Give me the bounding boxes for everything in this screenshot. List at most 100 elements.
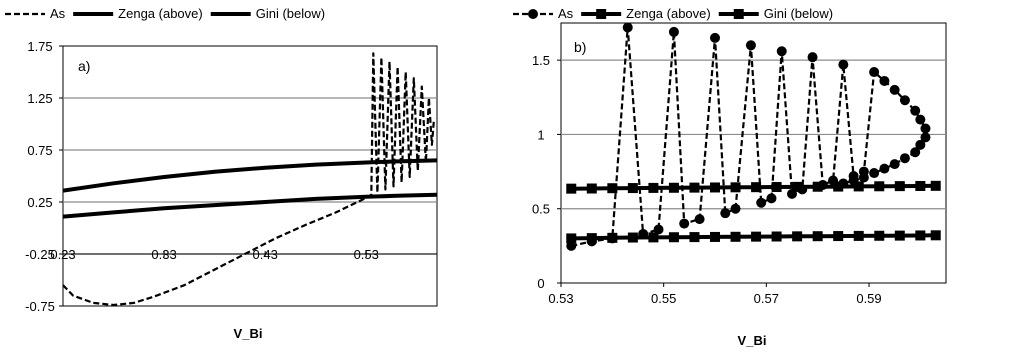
- data-point-gini-below: [874, 231, 884, 241]
- y-tick-label: 0.75: [27, 143, 52, 158]
- x-axis-title: V_Bi: [234, 326, 263, 341]
- data-point-zenga-above: [874, 181, 884, 191]
- series-group: [566, 22, 940, 250]
- x-tick-label: 0.23: [50, 247, 75, 262]
- data-point-as: [890, 159, 900, 169]
- y-tick-label: 0: [537, 276, 544, 291]
- data-point-as: [756, 198, 766, 208]
- data-point-gini-below: [813, 231, 823, 241]
- data-point-as: [890, 85, 900, 95]
- data-point-zenga-above: [772, 182, 782, 192]
- data-point-as: [838, 60, 848, 70]
- data-point-gini-below: [751, 232, 761, 242]
- data-point-zenga-above: [689, 183, 699, 193]
- data-point-zenga-above: [628, 183, 638, 193]
- data-point-as: [920, 123, 930, 133]
- data-point-as: [910, 106, 920, 116]
- legend-label-as: As: [558, 6, 574, 21]
- data-point-gini-below: [895, 231, 905, 241]
- data-point-gini-below: [915, 230, 925, 240]
- legend-label-zenga-above: Zenga (above): [626, 6, 711, 21]
- data-point-zenga-above: [813, 182, 823, 192]
- x-tick-label: 0.59: [856, 291, 881, 306]
- data-point-as: [869, 168, 879, 178]
- x-tick-label: 0.53: [354, 247, 379, 262]
- chart-panel-a: -0.75 -0.25 0.25 0.75 1.25 1.75 0.23 0.33 0.43 0.…: [5, 6, 437, 341]
- x-tick-label: 0.55: [651, 291, 676, 306]
- data-point-as: [720, 208, 730, 218]
- panel-label: a): [78, 58, 90, 74]
- y-tick-label: -0.75: [25, 299, 55, 314]
- data-point-as: [869, 67, 879, 77]
- data-point-as: [623, 22, 633, 32]
- x-axis-title: V_Bi: [738, 333, 767, 348]
- data-point-as: [879, 76, 889, 86]
- data-point-as: [859, 173, 869, 183]
- y-tick-label: 0.25: [27, 195, 52, 210]
- data-point-gini-below: [772, 231, 782, 241]
- legend-label-zenga-above: Zenga (above): [118, 6, 203, 21]
- data-point-as: [669, 27, 679, 37]
- data-point-as: [900, 153, 910, 163]
- data-point-zenga-above: [566, 184, 576, 194]
- y-tick-label: 0.5: [532, 202, 550, 217]
- series-group: [63, 53, 437, 305]
- y-tick-label: 1.25: [27, 91, 52, 106]
- data-point-zenga-above: [792, 182, 802, 192]
- data-point-as: [746, 40, 756, 50]
- data-point-as: [910, 147, 920, 157]
- data-point-gini-below: [931, 230, 941, 240]
- chart-panel-b: 0 0.5 1 1.5 0.53 0.55 0.57 0.59 b) V_Bi As Zenga (a…: [513, 6, 946, 348]
- data-point-as: [915, 115, 925, 125]
- data-point-as: [879, 164, 889, 174]
- series-line-zenga-above: [63, 160, 437, 190]
- legend-marker-zenga-above: [596, 9, 606, 19]
- data-point-gini-below: [854, 231, 864, 241]
- data-point-gini-below: [731, 232, 741, 242]
- data-point-gini-below: [689, 232, 699, 242]
- series-line-gini-below: [63, 195, 437, 217]
- data-point-gini-below: [587, 233, 597, 243]
- data-point-gini-below: [833, 231, 843, 241]
- data-point-gini-below: [669, 232, 679, 242]
- panel-label: b): [574, 39, 586, 55]
- data-point-gini-below: [607, 233, 617, 243]
- data-point-zenga-above: [731, 182, 741, 192]
- legend-label-gini-below: Gini (below): [256, 6, 325, 21]
- data-point-zenga-above: [607, 183, 617, 193]
- data-point-zenga-above: [587, 184, 597, 194]
- data-point-gini-below: [628, 233, 638, 243]
- data-point-as: [710, 33, 720, 43]
- data-point-zenga-above: [833, 182, 843, 192]
- series-line-as: [63, 53, 434, 305]
- y-tick-label: 1.75: [27, 39, 52, 54]
- legend-label-gini-below: Gini (below): [764, 6, 833, 21]
- y-tick-label: 1: [537, 127, 544, 142]
- data-point-as: [679, 219, 689, 229]
- legend-label-as: As: [50, 6, 66, 21]
- data-point-gini-below: [648, 232, 658, 242]
- data-point-zenga-above: [895, 181, 905, 191]
- x-tick-label: 0.33: [151, 247, 176, 262]
- data-point-as: [766, 193, 776, 203]
- data-point-zenga-above: [854, 181, 864, 191]
- data-point-gini-below: [566, 233, 576, 243]
- data-point-gini-below: [792, 231, 802, 241]
- data-point-zenga-above: [915, 181, 925, 191]
- data-point-zenga-above: [648, 183, 658, 193]
- data-point-as: [777, 46, 787, 56]
- y-tick-label: 1.5: [532, 53, 550, 68]
- data-point-as: [731, 204, 741, 214]
- legend-marker-as: [528, 9, 538, 19]
- x-tick-label: 0.57: [754, 291, 779, 306]
- data-point-zenga-above: [669, 183, 679, 193]
- data-point-as: [808, 52, 818, 62]
- plot-area: [63, 46, 437, 306]
- data-point-zenga-above: [751, 182, 761, 192]
- data-point-gini-below: [710, 232, 720, 242]
- data-point-zenga-above: [931, 181, 941, 191]
- data-point-as: [900, 95, 910, 105]
- legend-marker-gini-below: [734, 9, 744, 19]
- data-point-as: [695, 214, 705, 224]
